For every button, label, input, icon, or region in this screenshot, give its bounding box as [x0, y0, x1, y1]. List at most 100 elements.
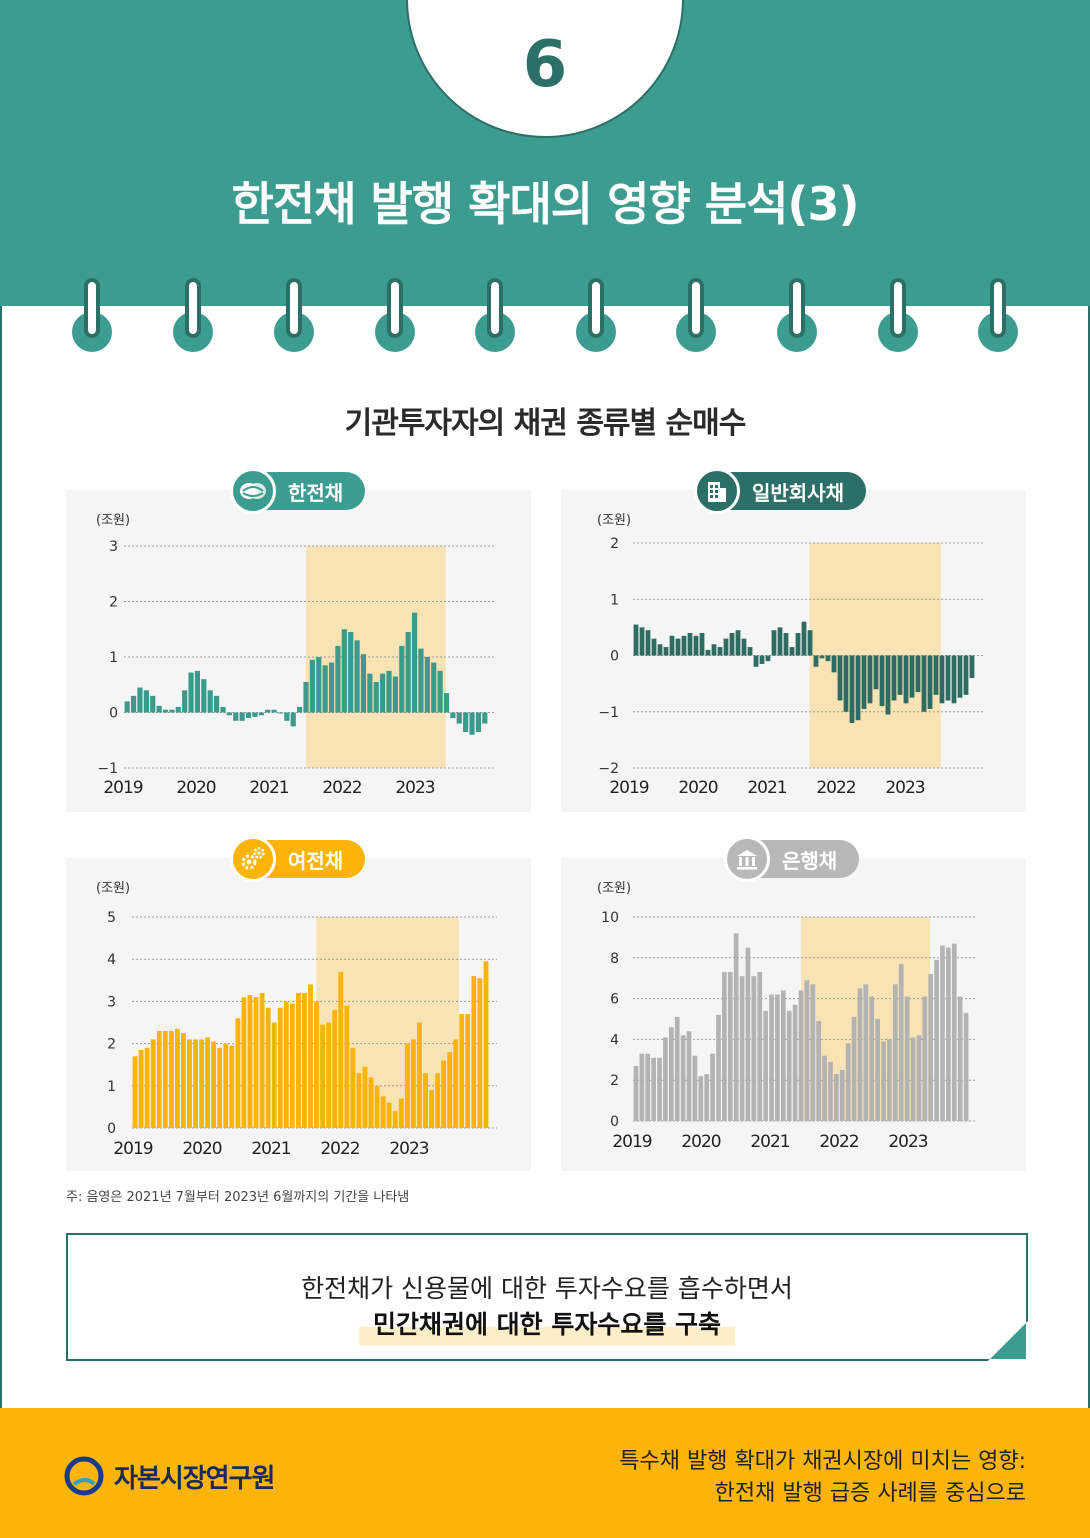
bar: [156, 1030, 162, 1128]
bar: [711, 644, 717, 656]
bar: [295, 992, 301, 1128]
bar: [786, 1010, 792, 1121]
bar: [729, 633, 735, 656]
bar: [633, 1065, 639, 1121]
bar: [214, 695, 220, 713]
bar: [226, 712, 232, 716]
bar: [957, 655, 963, 698]
kcmi-logo: 자본시장연구원: [64, 1456, 275, 1496]
bar: [828, 1061, 833, 1121]
bar: [356, 1073, 362, 1128]
bar: [463, 712, 469, 732]
footer: 자본시장연구원 특수채 발행 확대가 채권시장에 미치는 영향: 한전채 발행 …: [0, 1408, 1090, 1538]
bar: [380, 1096, 386, 1128]
x-tick-label: 2019: [612, 1132, 651, 1152]
bar: [813, 655, 819, 667]
bar: [138, 1049, 144, 1128]
bar: [308, 984, 313, 1128]
x-tick-label: 2020: [678, 778, 717, 798]
bar: [368, 1077, 374, 1128]
bar: [386, 670, 392, 713]
bar: [211, 1041, 217, 1128]
bar: [144, 1047, 150, 1128]
bar: [258, 712, 264, 716]
report-title: 특수채 발행 확대가 채권시장에 미치는 영향: 한전채 발행 급증 사례를 중…: [619, 1449, 1026, 1506]
y-tick-label: 3: [109, 539, 118, 555]
bar: [722, 972, 727, 1121]
x-tick-label: 2023: [888, 1132, 927, 1152]
bar: [921, 655, 927, 712]
y-tick-label: −1: [97, 761, 118, 777]
bar: [675, 638, 681, 656]
bar: [739, 976, 745, 1121]
x-tick-label: 2022: [819, 1132, 858, 1152]
bar: [717, 647, 723, 656]
section-title: 기관투자자의 채권 종류별 순매수: [328, 398, 762, 448]
bar: [297, 706, 303, 713]
bar: [477, 978, 483, 1128]
bar: [410, 1039, 416, 1128]
bar: [928, 974, 934, 1121]
bar: [441, 1060, 447, 1128]
bar: [322, 665, 328, 713]
chart-kepco-bonds: 3 2 1 0 −1 (조원) 2019 2020 2021 2022 2023: [96, 513, 496, 798]
bar: [745, 947, 751, 1121]
bar: [819, 655, 825, 659]
bar: [350, 1047, 356, 1128]
bar: [194, 670, 201, 713]
logo-text: 자본시장연구원: [114, 1463, 275, 1494]
bar: [951, 943, 957, 1121]
y-tick-label: 8: [610, 951, 619, 967]
bar: [320, 1024, 326, 1128]
y-tick-label: 2: [610, 1073, 619, 1089]
bar: [741, 638, 747, 656]
unit-label: (조원): [597, 513, 631, 528]
binder-ring: [84, 278, 100, 338]
bar: [335, 645, 341, 713]
bar: [259, 992, 265, 1128]
bar: [804, 980, 810, 1121]
bar: [124, 701, 130, 713]
bar: [639, 627, 645, 656]
bar: [380, 673, 386, 713]
binder-ring: [789, 278, 805, 338]
bar: [704, 1074, 710, 1121]
binder-ring: [387, 278, 403, 338]
bar: [747, 647, 753, 656]
bar: [150, 695, 156, 713]
bar: [769, 994, 774, 1121]
bar: [798, 990, 804, 1121]
kepco-logo-icon: [230, 468, 276, 514]
bar: [674, 1016, 680, 1121]
bar: [235, 1018, 241, 1128]
x-tick-label: 2021: [251, 1139, 290, 1159]
x-tick-label: 2020: [176, 778, 215, 798]
bar: [302, 992, 307, 1128]
bar: [873, 655, 879, 690]
bar: [857, 988, 863, 1121]
bar: [162, 1030, 168, 1128]
bar: [780, 990, 786, 1121]
bar: [175, 706, 181, 713]
chart-bank-bonds: 10 8 6 4 2 0 (조원) 2019 2020 2021 2022 2023: [597, 881, 977, 1152]
x-tick-label: 2022: [322, 778, 361, 798]
bar: [169, 709, 175, 713]
x-tick-label: 2021: [747, 778, 786, 798]
bar: [945, 655, 951, 701]
bar: [314, 1001, 319, 1128]
bar: [916, 1035, 922, 1121]
chart-panel-card: 5 4 3 2 1 0 (조원) 2019 2020 2021 2022 2023: [66, 858, 531, 1171]
bar: [416, 1022, 422, 1128]
bar: [879, 655, 885, 707]
bar: [751, 976, 757, 1121]
bar: [934, 959, 939, 1121]
bar: [392, 676, 398, 713]
bar: [199, 1039, 205, 1128]
binder-ring: [588, 278, 604, 338]
bar: [181, 1033, 186, 1128]
y-tick-label: 4: [610, 1032, 619, 1048]
bar: [247, 995, 253, 1128]
bar: [963, 655, 969, 695]
bar: [692, 1055, 698, 1121]
bar: [367, 673, 373, 713]
